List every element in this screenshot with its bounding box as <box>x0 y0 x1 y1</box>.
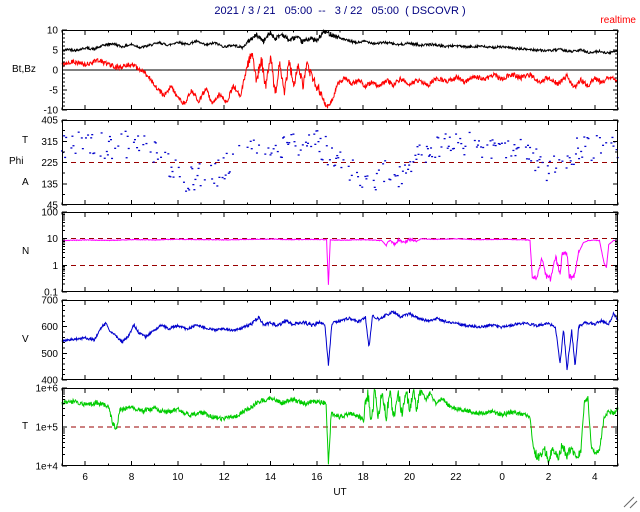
svg-text:0.1: 0.1 <box>44 288 58 299</box>
svg-text:700: 700 <box>41 296 58 307</box>
svg-text:-10: -10 <box>44 106 59 117</box>
corner-resize-marks <box>623 496 638 509</box>
svg-text:16: 16 <box>311 472 323 483</box>
svg-text:20: 20 <box>404 472 416 483</box>
y-axis-label-v: V <box>22 334 29 345</box>
realtime-label: realtime <box>600 15 636 26</box>
svg-text:135: 135 <box>41 179 58 190</box>
panel-density: 0.1 1 10 100 <box>41 208 619 299</box>
svg-text:-5: -5 <box>49 86 58 97</box>
panel-phi-angle: 45 135 225 315 405 <box>41 116 619 212</box>
svg-text:600: 600 <box>41 322 58 333</box>
svg-text:1e+5: 1e+5 <box>35 423 58 434</box>
svg-text:0: 0 <box>52 66 58 77</box>
svg-text:45: 45 <box>47 201 59 212</box>
svg-text:500: 500 <box>41 349 58 360</box>
svg-text:10: 10 <box>47 26 59 37</box>
svg-text:225: 225 <box>41 158 58 169</box>
svg-text:22: 22 <box>450 472 462 483</box>
svg-text:4: 4 <box>592 472 598 483</box>
svg-text:8: 8 <box>129 472 135 483</box>
svg-text:1e+6: 1e+6 <box>35 384 58 395</box>
svg-text:1e+4: 1e+4 <box>35 462 58 473</box>
y-axis-label-phi-t: T <box>22 135 29 146</box>
y-axis-label-phi: Phi <box>9 156 24 167</box>
svg-text:18: 18 <box>358 472 370 483</box>
svg-text:5: 5 <box>52 46 58 57</box>
svg-text:10: 10 <box>47 234 59 245</box>
y-axis-label-t: T <box>22 421 29 432</box>
svg-text:6: 6 <box>82 472 88 483</box>
y-axis-label-btbz: Bt,Bz <box>12 64 36 75</box>
panel-temperature: 1e+4 1e+5 1e+6 6 8 10 12 14 16 18 20 22 0 2 4 <box>35 384 619 483</box>
svg-text:2: 2 <box>546 472 552 483</box>
svg-text:10: 10 <box>172 472 184 483</box>
panel-velocity: 400 500 600 700 <box>41 296 619 387</box>
y-axis-label-phi-a: A <box>22 177 29 188</box>
y-axis-label-n: N <box>22 246 30 257</box>
svg-text:400: 400 <box>41 376 58 387</box>
svg-text:315: 315 <box>41 137 58 148</box>
x-axis-label-ut: UT <box>333 487 347 498</box>
svg-text:1: 1 <box>52 261 58 272</box>
plot-title: 2021 / 3 / 21 05:00 -- 3 / 22 05:00 ( DS… <box>214 5 466 17</box>
svg-text:405: 405 <box>41 116 58 127</box>
svg-text:0: 0 <box>499 472 505 483</box>
svg-text:12: 12 <box>219 472 231 483</box>
svg-text:100: 100 <box>41 208 58 219</box>
panel-bt-bz: -10 -5 0 5 10 <box>44 26 619 117</box>
svg-text:14: 14 <box>265 472 277 483</box>
